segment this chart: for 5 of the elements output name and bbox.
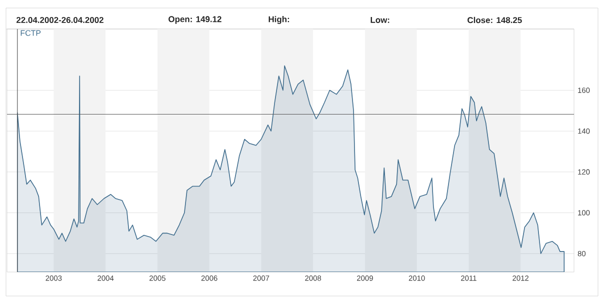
text: Open: 149.12 xyxy=(168,16,222,24)
text: Close: 148.25 xyxy=(468,16,522,24)
text: 22.04.2002-26.04.2002 xyxy=(16,17,104,23)
text: High: xyxy=(268,16,290,24)
text: Low: xyxy=(370,17,390,23)
